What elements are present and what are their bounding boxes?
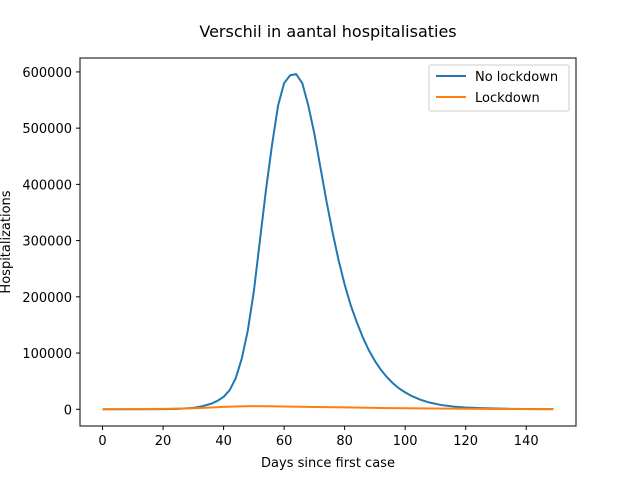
x-axis-ticks: 0 20 40 60 80 100 120 140 <box>98 426 539 449</box>
legend-label-no-lockdown: No lockdown <box>475 70 558 85</box>
legend: No lockdown Lockdown <box>428 64 570 112</box>
chart-title: Verschil in aantal hospitalisaties <box>199 22 456 41</box>
x-tick-label: 100 <box>393 434 418 449</box>
y-tick-label: 200000 <box>22 291 72 306</box>
y-tick-label: 400000 <box>22 178 72 193</box>
series-line-lockdown <box>102 405 554 411</box>
x-tick-label: 120 <box>453 434 478 449</box>
axes-frame <box>79 57 577 427</box>
x-tick-label: 0 <box>98 434 106 449</box>
x-tick-label: 140 <box>514 434 539 449</box>
x-axis-label: Days since first case <box>261 456 395 471</box>
x-tick-label: 40 <box>215 434 232 449</box>
x-tick-label: 80 <box>336 434 353 449</box>
plot-area: 0 20 40 60 80 100 120 140 0 100000 200000 300000 40… <box>22 57 577 449</box>
series-layer <box>102 73 554 411</box>
y-tick-label: 500000 <box>22 122 72 137</box>
y-tick-label: 100000 <box>22 347 72 362</box>
x-tick-label: 20 <box>155 434 172 449</box>
y-axis-label: Hospitalizations <box>0 190 14 293</box>
series-line-no-lockdown <box>102 73 554 411</box>
y-tick-label: 300000 <box>22 235 72 250</box>
y-axis-ticks: 0 100000 200000 300000 400000 500000 600000 <box>22 66 80 418</box>
legend-label-lockdown: Lockdown <box>475 91 540 106</box>
y-tick-label: 0 <box>64 403 72 418</box>
y-tick-label: 600000 <box>22 66 72 81</box>
x-tick-label: 60 <box>276 434 293 449</box>
